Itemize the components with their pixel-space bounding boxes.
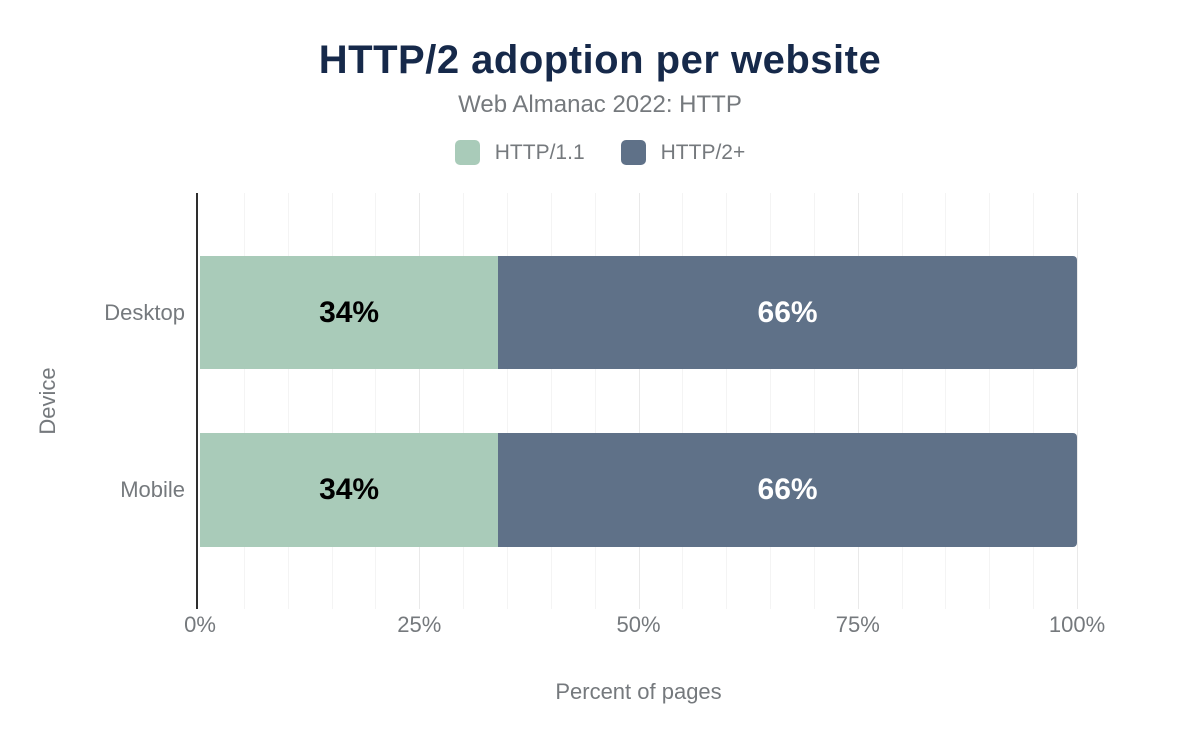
- x-axis-title: Percent of pages: [555, 679, 722, 704]
- gridline: [726, 193, 728, 609]
- chart-subtitle: Web Almanac 2022: HTTP: [458, 91, 742, 118]
- gridline: [945, 193, 947, 609]
- legend-label: HTTP/1.1: [494, 140, 585, 164]
- legend-swatch-icon: [454, 140, 480, 165]
- legend-item-http-2-[interactable]: HTTP/2+: [620, 140, 746, 165]
- gridline: [550, 193, 552, 609]
- category-label-mobile: Mobile: [120, 477, 185, 502]
- gridline: [506, 193, 508, 609]
- bar-row-desktop: 34% 66%: [200, 256, 1077, 369]
- chart-title: HTTP/2 adoption per website: [318, 38, 882, 82]
- bar-segment-desktop-http-1-1: 34%: [200, 256, 499, 369]
- bar-segment-desktop-http-2-: 66%: [498, 256, 1077, 369]
- gridline: [770, 193, 772, 609]
- legend-swatch-icon: [620, 140, 646, 165]
- gridline: [989, 193, 991, 609]
- legend-label: HTTP/2+: [660, 140, 746, 164]
- bar-value-label: 34%: [319, 473, 380, 506]
- gridline: [331, 193, 333, 609]
- gridline: [594, 193, 596, 609]
- gridline: [287, 193, 289, 609]
- plot-area: 34% 66% 34% 66%: [200, 193, 1078, 609]
- y-axis-line: [196, 193, 198, 609]
- gridline: [813, 193, 815, 609]
- legend-item-http-1-1[interactable]: HTTP/1.1: [454, 140, 585, 165]
- x-tick-label-25: 25%: [397, 612, 442, 637]
- x-tick-label-50: 50%: [616, 612, 661, 637]
- category-label-desktop: Desktop: [104, 299, 185, 325]
- gridline: [857, 193, 859, 609]
- gridline: [419, 193, 421, 609]
- gridline: [1077, 193, 1078, 609]
- gridline: [682, 193, 684, 609]
- gridline: [375, 193, 377, 609]
- x-tick-label-100: 100%: [1048, 612, 1106, 637]
- gridline: [1033, 193, 1035, 609]
- bar-value-label: 66%: [757, 473, 818, 506]
- gridline: [901, 193, 903, 609]
- x-tick-label-0: 0%: [184, 612, 216, 637]
- gridline: [243, 193, 245, 609]
- gridline: [638, 193, 640, 609]
- bar-value-label: 66%: [757, 295, 818, 329]
- bar-segment-mobile-http-2-: 66%: [498, 433, 1077, 547]
- gridline: [463, 193, 465, 609]
- bar-row-mobile: 34% 66%: [200, 433, 1077, 547]
- x-tick-label-75: 75%: [835, 612, 880, 637]
- legend: HTTP/1.1 HTTP/2+: [0, 140, 1200, 165]
- y-axis-title: Device: [35, 367, 60, 435]
- bar-value-label: 34%: [319, 295, 380, 329]
- bar-segment-mobile-http-1-1: 34%: [200, 433, 499, 547]
